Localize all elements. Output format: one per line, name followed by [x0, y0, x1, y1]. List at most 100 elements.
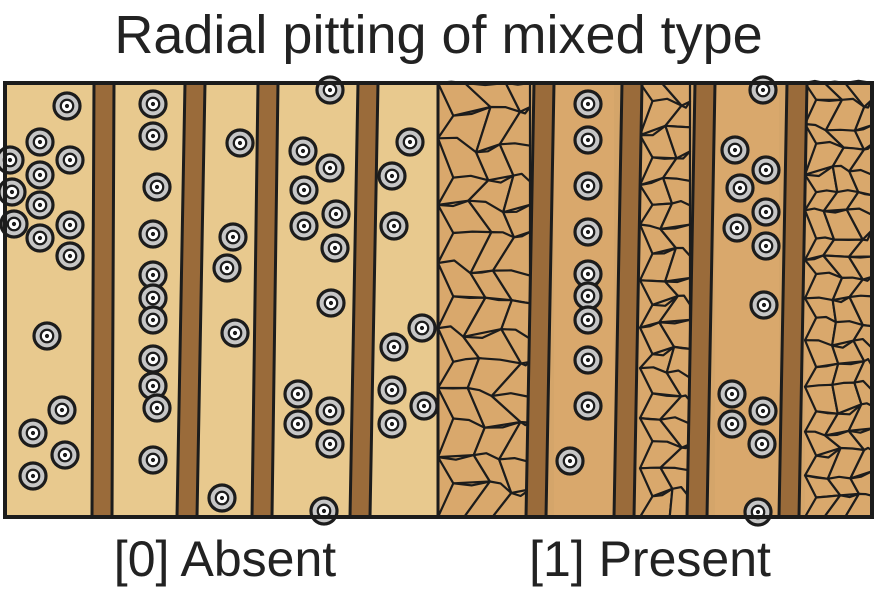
pit-aperture: [734, 225, 740, 231]
bordered-pit: [377, 161, 407, 191]
pit-aperture: [30, 473, 36, 479]
pit-aperture: [585, 271, 591, 277]
bordered-pit: [25, 190, 55, 220]
pit-aperture: [150, 457, 156, 463]
bordered-pit: [138, 121, 168, 151]
bordered-pit: [315, 153, 345, 183]
pit-aperture: [44, 333, 50, 339]
bordered-pit: [315, 75, 345, 105]
pit-aperture: [763, 209, 769, 215]
pit-aperture: [327, 408, 333, 414]
pit-aperture: [154, 405, 160, 411]
bordered-pit: [749, 290, 779, 320]
bordered-pit: [55, 210, 85, 240]
bordered-pit: [321, 199, 351, 229]
bordered-pit: [138, 219, 168, 249]
pit-aperture: [150, 101, 156, 107]
pit-aperture: [585, 229, 591, 235]
ray-cell: [659, 200, 692, 231]
pit-aperture: [327, 87, 333, 93]
bordered-pit: [573, 217, 603, 247]
pit-aperture: [232, 330, 238, 336]
cell-wall: [250, 81, 280, 519]
pit-aperture: [11, 221, 17, 227]
bordered-pit: [32, 321, 62, 351]
bordered-pit: [573, 305, 603, 335]
bordered-pit: [289, 211, 319, 241]
bordered-pit: [0, 209, 29, 239]
pit-aperture: [9, 189, 15, 195]
ray-cell: [661, 176, 692, 207]
panel-present: [436, 75, 874, 527]
pit-aperture: [585, 183, 591, 189]
bordered-pit: [748, 396, 778, 426]
ray-cell: [498, 142, 532, 183]
ray-cell: [498, 105, 532, 147]
bordered-pit: [747, 429, 777, 459]
pit-aperture: [30, 430, 36, 436]
pit-aperture: [224, 265, 230, 271]
pit-aperture: [567, 458, 573, 464]
pit-aperture: [37, 235, 43, 241]
bordered-pit: [138, 371, 168, 401]
bordered-pit: [47, 395, 77, 425]
bordered-pit: [751, 197, 781, 227]
bordered-pit: [288, 136, 318, 166]
bordered-pit: [225, 128, 255, 158]
bordered-pit: [142, 393, 172, 423]
bordered-pit: [379, 211, 409, 241]
pit-aperture: [763, 167, 769, 173]
ray-cell: [502, 172, 532, 214]
pit-aperture: [150, 295, 156, 301]
pit-aperture: [729, 391, 735, 397]
pit-aperture: [760, 408, 766, 414]
bordered-pit: [0, 177, 27, 207]
pit-aperture: [729, 421, 735, 427]
pit-aperture: [150, 231, 156, 237]
pit-aperture: [67, 157, 73, 163]
bordered-pit: [55, 241, 85, 271]
pit-aperture: [585, 403, 591, 409]
pit-aperture: [421, 403, 427, 409]
pit-aperture: [737, 185, 743, 191]
bordered-pit: [555, 446, 585, 476]
bordered-pit: [212, 253, 242, 283]
ray-cell: [502, 203, 532, 239]
bordered-pit: [218, 222, 248, 252]
bordered-pit: [573, 391, 603, 421]
caption-absent: [0] Absent: [113, 531, 337, 587]
bordered-pit: [379, 332, 409, 362]
bordered-pit: [573, 171, 603, 201]
pit-aperture: [760, 87, 766, 93]
pit-aperture: [585, 101, 591, 107]
bordered-pit: [720, 135, 750, 165]
pit-aperture: [301, 187, 307, 193]
bordered-pit: [377, 409, 407, 439]
bordered-pit: [55, 145, 85, 175]
pit-aperture: [389, 387, 395, 393]
bordered-pit: [717, 409, 747, 439]
pit-aperture: [67, 222, 73, 228]
pit-aperture: [150, 356, 156, 362]
bordered-pit: [377, 375, 407, 405]
pit-aperture: [391, 223, 397, 229]
bordered-pit: [725, 173, 755, 203]
bordered-pit: [138, 260, 168, 290]
pit-aperture: [419, 325, 425, 331]
bordered-pit: [142, 172, 172, 202]
pit-aperture: [391, 344, 397, 350]
bordered-pit: [407, 313, 437, 343]
bordered-pit: [409, 391, 439, 421]
pit-aperture: [732, 147, 738, 153]
bordered-pit: [25, 160, 55, 190]
pit-aperture: [150, 317, 156, 323]
bordered-pit: [743, 497, 773, 527]
pit-aperture: [64, 103, 70, 109]
pit-aperture: [333, 211, 339, 217]
pit-aperture: [219, 495, 225, 501]
bordered-pit: [25, 223, 55, 253]
pit-aperture: [300, 148, 306, 154]
pit-aperture: [301, 223, 307, 229]
pit-aperture: [328, 300, 334, 306]
